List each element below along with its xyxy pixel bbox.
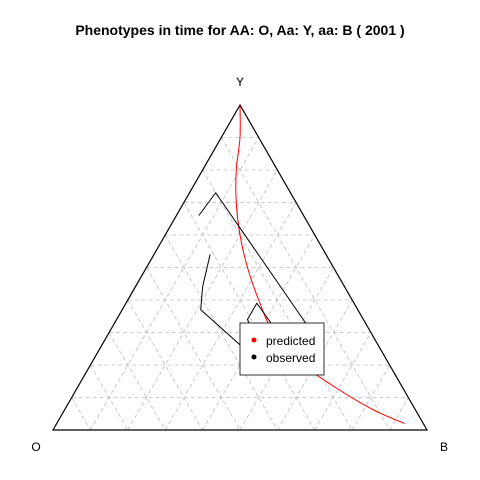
grid-line-b bbox=[351, 364, 390, 431]
grid-line-o bbox=[146, 267, 241, 431]
grid-line-o bbox=[71, 397, 91, 431]
grid-line-b bbox=[389, 397, 409, 431]
grid-line-o bbox=[108, 332, 166, 431]
grid-line-b bbox=[90, 137, 260, 431]
series-line-observed bbox=[198, 192, 306, 372]
legend-marker-observed bbox=[251, 354, 257, 360]
vertex-label-left: O bbox=[31, 440, 40, 454]
series-line-predicted bbox=[235, 104, 405, 424]
legend: predicted observed bbox=[239, 322, 325, 376]
grid-line-b bbox=[127, 169, 278, 431]
grid-line-b bbox=[314, 332, 372, 431]
chart-title: Phenotypes in time for AA: O, Aa: Y, aa:… bbox=[75, 22, 404, 38]
legend-marker-predicted bbox=[251, 337, 257, 343]
legend-label-observed: observed bbox=[266, 351, 315, 365]
ternary-frame bbox=[51, 103, 429, 431]
vertex-label-right: B bbox=[440, 440, 448, 454]
grid-line-b bbox=[277, 299, 353, 431]
grid-line-o bbox=[127, 299, 203, 431]
legend-box bbox=[239, 322, 325, 376]
grid-line-o bbox=[183, 202, 316, 431]
legend-label-predicted: predicted bbox=[266, 334, 315, 348]
ternary-grid bbox=[71, 137, 409, 431]
grid-line-o bbox=[220, 137, 390, 431]
vertex-label-top: Y bbox=[236, 75, 244, 89]
grid-line-b bbox=[164, 202, 297, 431]
series-layer bbox=[198, 104, 405, 424]
grid-line-o bbox=[90, 364, 129, 431]
